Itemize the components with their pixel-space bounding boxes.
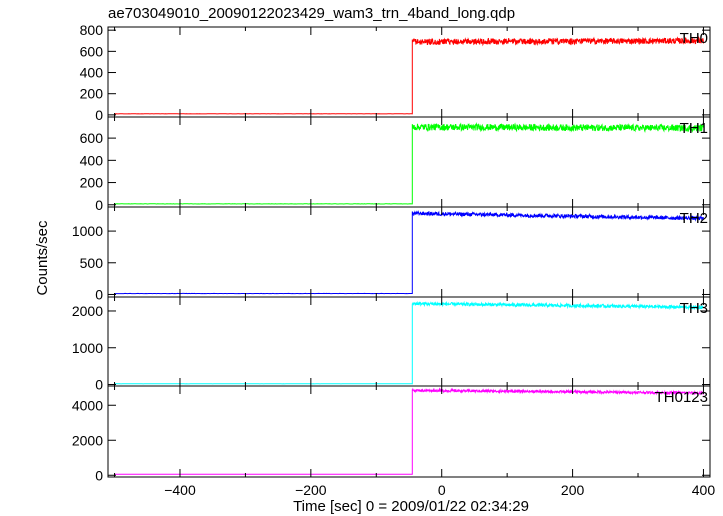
- panels-layer: 0 200 400 600 800 TH0 0 200 400 600 TH1 0 500 1000 TH2…: [72, 22, 711, 483]
- y-tick-label: 200: [80, 86, 104, 102]
- y-tick-label: 500: [80, 255, 104, 271]
- panel-frame: [107, 206, 711, 298]
- panel-label: TH0: [680, 30, 708, 47]
- y-tick-label: 0: [95, 377, 103, 393]
- panel-label: TH2: [680, 210, 708, 227]
- series-line-th1: [114, 122, 704, 205]
- panel-frame: [107, 116, 711, 208]
- y-tick-label: 0: [95, 197, 103, 213]
- chart-title: ae703049010_20090122023429_wam3_trn_4ban…: [108, 5, 515, 22]
- panel-label: TH1: [680, 120, 708, 137]
- panel-th3: 0 1000 2000 TH3: [72, 296, 711, 393]
- y-tick-label: 0: [95, 467, 103, 483]
- series-line-th0123: [114, 387, 704, 475]
- series-line-th3: [114, 300, 704, 385]
- panel-th0123: 0 2000 4000 TH0123: [72, 385, 711, 483]
- panel-th2: 0 500 1000 TH2: [72, 206, 711, 302]
- y-tick-label: 0: [95, 286, 103, 302]
- x-axis-label: Time [sec] 0 = 2009/01/22 02:34:29: [293, 498, 529, 515]
- x-tick-label: 400: [692, 482, 716, 498]
- y-tick-label: 600: [80, 43, 104, 59]
- y-tick-label: 600: [80, 130, 104, 146]
- panel-th0: 0 200 400 600 800 TH0: [80, 22, 711, 123]
- y-tick-label: 1000: [72, 340, 103, 356]
- y-tick-label: 2000: [72, 432, 103, 448]
- series-line-th2: [114, 209, 704, 295]
- y-tick-label: 2000: [72, 303, 103, 319]
- y-axis-label: Counts/sec: [34, 220, 51, 296]
- x-tick-label: −200: [295, 482, 327, 498]
- panel-frame: [107, 385, 711, 478]
- y-tick-label: 400: [80, 152, 104, 168]
- panel-label: TH0123: [655, 389, 708, 406]
- x-axis: −400 −200 0 200 400: [164, 482, 715, 498]
- y-tick-label: 200: [80, 175, 104, 191]
- y-tick-label: 4000: [72, 397, 103, 413]
- panel-label: TH3: [680, 300, 708, 317]
- panel-frame: [107, 296, 711, 387]
- series-line-th0: [114, 36, 704, 115]
- y-tick-label: 1000: [72, 223, 103, 239]
- panel-th1: 0 200 400 600 TH1: [80, 116, 711, 213]
- y-tick-label: 400: [80, 65, 104, 81]
- x-tick-label: 0: [438, 482, 446, 498]
- x-tick-label: 200: [561, 482, 585, 498]
- x-tick-label: −400: [164, 482, 196, 498]
- y-tick-label: 800: [80, 22, 104, 38]
- y-tick-label: 0: [95, 107, 103, 123]
